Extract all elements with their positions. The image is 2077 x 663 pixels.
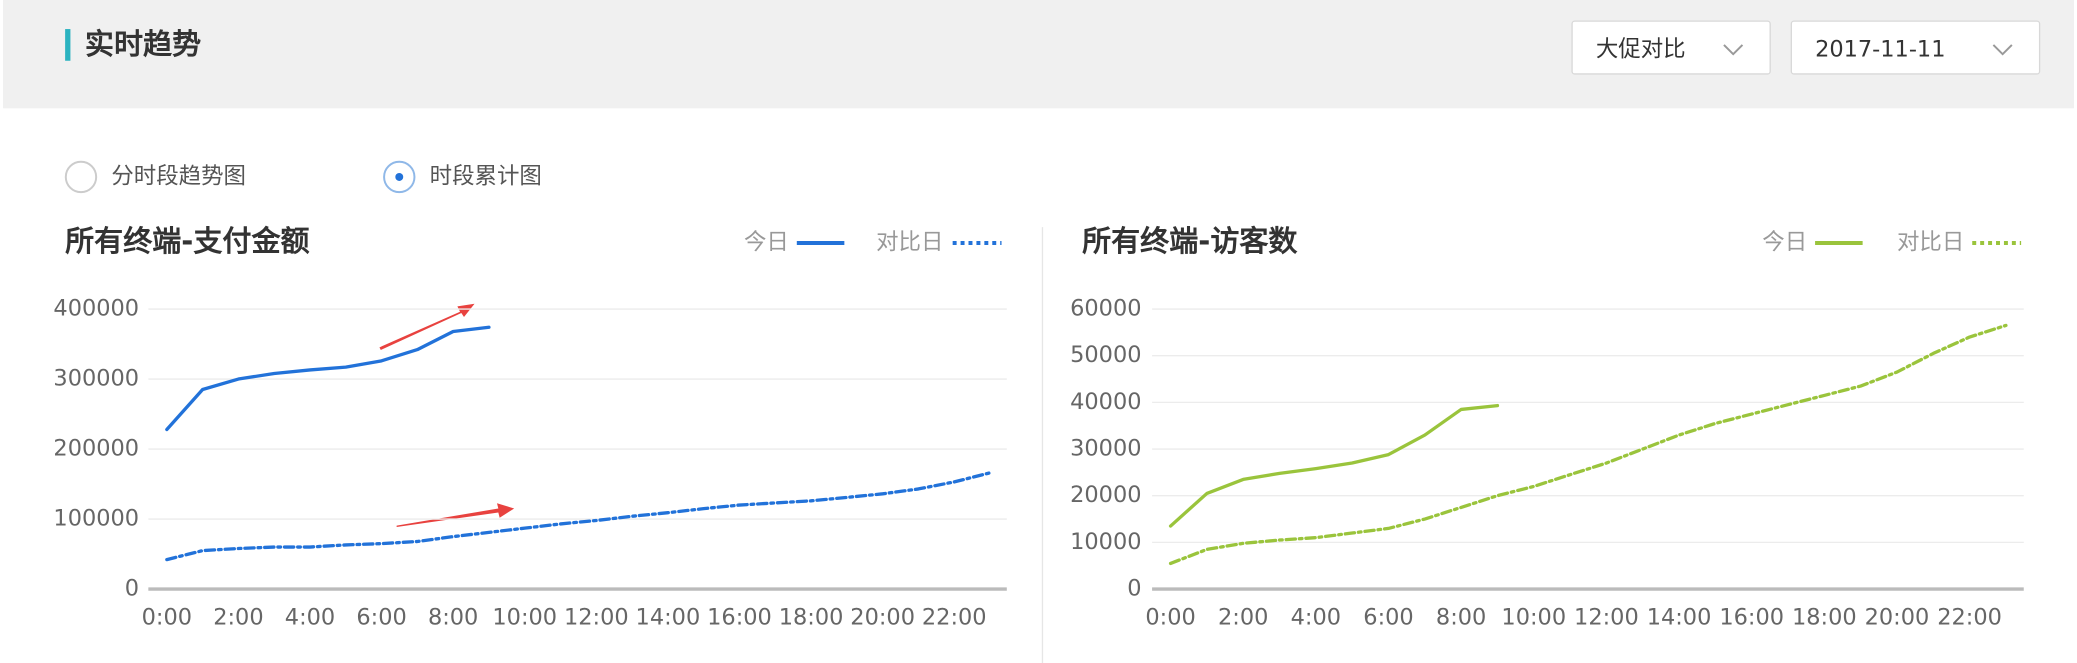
x-tick-label: 20:00 [1865, 605, 1930, 631]
x-tick-label: 16:00 [707, 605, 772, 631]
x-tick-label: 4:00 [285, 605, 335, 631]
legend-label: 今日 [744, 230, 789, 256]
x-tick-label: 18:00 [1792, 605, 1857, 631]
title-accent [65, 29, 71, 61]
radio[interactable] [64, 160, 98, 194]
x-tick-label: 4:00 [1291, 605, 1341, 631]
legend-label: 对比日 [876, 230, 943, 256]
date-dropdown[interactable]: 2017-11-11 [1790, 20, 2041, 75]
y-tick-label: 10000 [1070, 529, 1141, 555]
x-tick-label: 16:00 [1719, 605, 1784, 631]
dropdown-box[interactable] [1571, 20, 1771, 75]
x-tick-label: 12:00 [1574, 605, 1639, 631]
x-tick-label: 8:00 [428, 605, 478, 631]
x-tick-label: 14:00 [636, 605, 701, 631]
x-tick-label: 12:00 [564, 605, 629, 631]
x-tick-label: 14:00 [1647, 605, 1712, 631]
series-line [165, 471, 992, 562]
x-tick-label: 2:00 [1218, 605, 1268, 631]
y-tick-label: 50000 [1070, 342, 1141, 368]
y-tick-label: 100000 [53, 506, 139, 532]
y-tick-label: 60000 [1070, 296, 1141, 322]
compare-dropdown[interactable]: 大促对比 [1571, 20, 1771, 75]
series-line [1168, 323, 2008, 566]
radio-label[interactable]: 分时段趋势图 [111, 163, 246, 189]
x-tick-label: 10:00 [1501, 605, 1566, 631]
y-tick-label: 30000 [1070, 436, 1141, 462]
x-tick-label: 10:00 [492, 605, 557, 631]
series-line [165, 325, 491, 432]
x-tick-label: 22:00 [922, 605, 987, 631]
chart-title: 所有终端-支付金额 [65, 224, 309, 258]
x-tick-label: 22:00 [1937, 605, 2002, 631]
dropdown-box[interactable] [1790, 20, 2041, 75]
y-tick-label: 400000 [53, 296, 139, 322]
chevron[interactable] [1723, 44, 1744, 56]
page-title: 实时趋势 [85, 27, 201, 61]
x-tick-label: 6:00 [356, 605, 406, 631]
arrow [379, 303, 475, 350]
y-tick-label: 20000 [1070, 482, 1141, 508]
x-tick-label: 2:00 [213, 605, 263, 631]
chevron[interactable] [1992, 44, 2013, 56]
legend-label: 今日 [1762, 230, 1807, 256]
chart-title: 所有终端-访客数 [1082, 224, 1298, 258]
x-tick-label: 6:00 [1363, 605, 1413, 631]
y-tick-label: 0 [125, 576, 139, 602]
dropdown-text[interactable]: 2017-11-11 [1815, 37, 1945, 63]
x-tick-label: 20:00 [850, 605, 915, 631]
y-tick-label: 200000 [53, 436, 139, 462]
x-tick-label: 18:00 [779, 605, 844, 631]
radio-dot[interactable] [395, 173, 404, 181]
y-tick-label: 300000 [53, 366, 139, 392]
arrow [396, 503, 515, 527]
radio-label[interactable]: 时段累计图 [430, 163, 542, 189]
legend-label: 对比日 [1897, 230, 1964, 256]
x-tick-label: 0:00 [1145, 605, 1195, 631]
x-tick-label: 8:00 [1436, 605, 1486, 631]
y-tick-label: 0 [1127, 576, 1141, 602]
x-tick-label: 0:00 [142, 605, 192, 631]
dropdown-text[interactable]: 大促对比 [1596, 37, 1686, 63]
series-line [1168, 403, 1500, 528]
y-tick-label: 40000 [1070, 389, 1141, 415]
